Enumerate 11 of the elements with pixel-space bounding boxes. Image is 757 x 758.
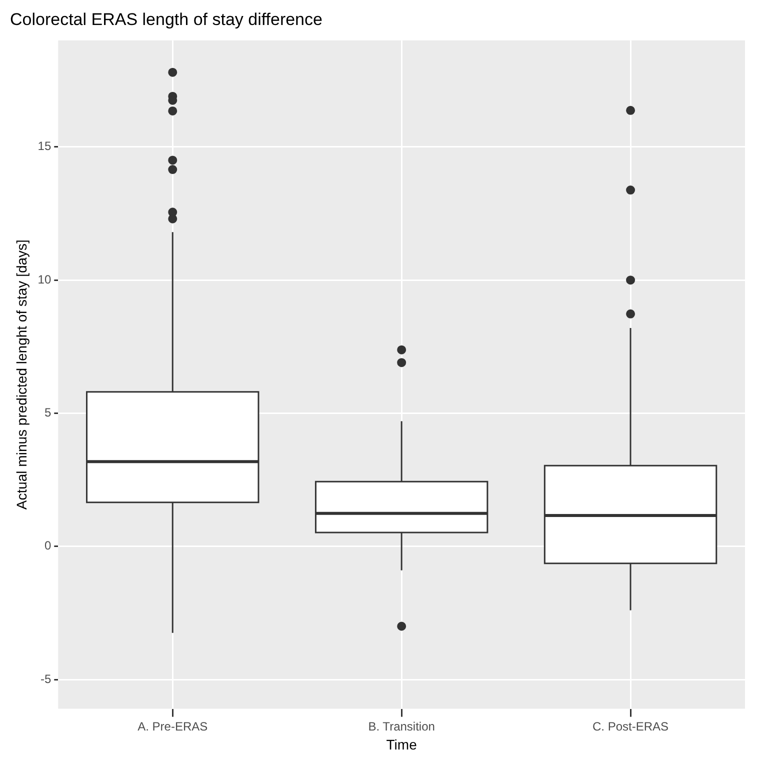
y-tick-label: 0 [44, 538, 52, 553]
x-tick-label: A. Pre-ERAS [138, 719, 208, 734]
y-tick-label: 5 [44, 406, 52, 420]
chart-title: Colorectal ERAS length of stay difference [10, 10, 322, 29]
x-axis-title: Time [386, 736, 418, 752]
y-tick-label: -5 [40, 672, 52, 686]
x-tick-label: C. Post-ERAS [592, 719, 669, 734]
x-tick-label: B. Transition [368, 719, 435, 734]
y-axis-title: Actual minus predicted lenght of stay [days] [13, 240, 30, 510]
y-tick-label: 15 [38, 139, 52, 154]
y-tick-label: 10 [38, 272, 52, 286]
